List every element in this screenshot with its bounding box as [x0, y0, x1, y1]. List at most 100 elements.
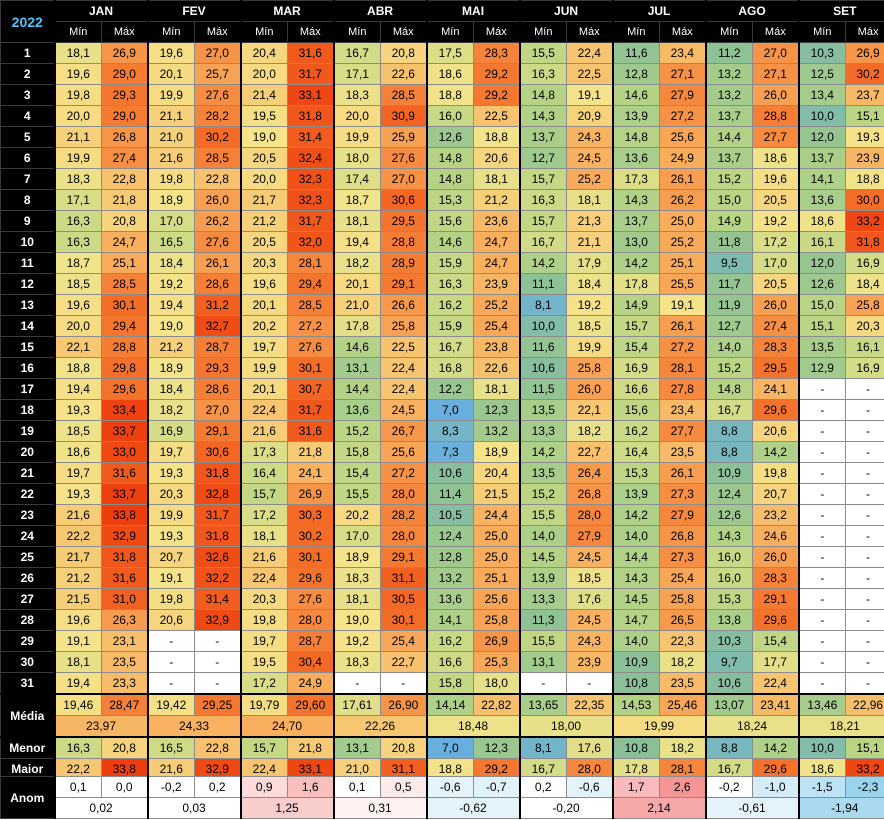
min-temp-cell: 20,2	[332, 504, 382, 526]
anom-cell: 0,1	[53, 776, 102, 798]
max-temp-cell: 18,4	[566, 273, 614, 295]
min-temp-cell: 11,1	[518, 273, 568, 295]
max-temp-cell: 33,0	[100, 441, 149, 463]
max-temp-cell: 32,2	[194, 567, 242, 589]
max-header: Máx	[752, 21, 800, 43]
max-temp-cell: 25,8	[380, 315, 428, 337]
day-row: 16 18,8 29,8 18,9 29,3 19,9 30,1 13,1 22,4 16,8 22…	[0, 357, 884, 379]
max-temp-cell: 14,2	[752, 441, 800, 463]
min-temp-cell: 16,2	[611, 420, 661, 442]
max-temp-cell: 24,9	[659, 147, 707, 169]
min-header: Mín	[611, 21, 661, 43]
max-temp-cell: 31,1	[380, 567, 428, 589]
max-temp-cell: 31,6	[287, 420, 335, 442]
max-temp-cell: 22,7	[380, 651, 428, 673]
max-temp-cell: 30,1	[100, 294, 149, 316]
max-temp-cell: 19,1	[659, 294, 707, 316]
month-header-ago: AGO	[704, 0, 800, 22]
max-temp-cell: 20,7	[752, 483, 800, 505]
max-temp-cell: 30,1	[287, 357, 335, 379]
min-header: Mín	[146, 21, 196, 43]
min-temp-cell: 18,5	[53, 420, 102, 442]
min-temp-cell: -	[518, 672, 568, 695]
max-temp-cell: 24,7	[473, 252, 521, 274]
min-temp-cell: 13,3	[518, 588, 568, 610]
max-temp-cell: 22,6	[473, 357, 521, 379]
min-temp-cell: 19,3	[53, 399, 102, 421]
max-temp-cell: 18,6	[752, 147, 800, 169]
min-temp-cell: 20,5	[239, 231, 289, 253]
max-temp-cell: 28,5	[380, 84, 428, 106]
min-temp-cell: 13,7	[611, 210, 661, 232]
min-temp-cell: 12,9	[797, 357, 847, 379]
min-temp-cell: -	[797, 399, 847, 421]
min-temp-cell: 19,7	[239, 336, 289, 358]
max-temp-cell: -	[845, 420, 884, 442]
media-avg-cell: 18,21	[797, 715, 884, 738]
day-number: 4	[0, 105, 55, 127]
min-temp-cell: 15,5	[518, 630, 568, 652]
max-temp-cell: 21,8	[100, 189, 149, 211]
max-temp-cell: 27,7	[752, 126, 800, 148]
max-temp-cell: 28,0	[380, 483, 428, 505]
max-temp-cell: -	[194, 651, 242, 673]
max-header: Máx	[380, 21, 428, 43]
min-temp-cell: -	[797, 546, 847, 568]
min-temp-cell: 13,1	[332, 357, 382, 379]
min-temp-cell: 19,6	[239, 273, 289, 295]
min-temp-cell: -	[146, 651, 196, 673]
max-temp-cell: 28,5	[100, 273, 149, 295]
day-number: 20	[0, 441, 55, 463]
max-temp-cell: 27,3	[659, 546, 707, 568]
max-temp-cell: -	[845, 672, 884, 695]
min-temp-cell: 8,8	[704, 420, 754, 442]
day-row: 29 19,1 23,1- -19,7 28,7 19,2 25,4 16,2 26,9 15,5…	[0, 630, 884, 652]
max-temp-cell: 24,5	[566, 147, 614, 169]
min-temp-cell: 14,9	[704, 210, 754, 232]
media-min-cell: 19,46	[53, 693, 102, 716]
max-temp-cell: 22,4	[752, 672, 800, 695]
min-temp-cell: 14,2	[518, 441, 568, 463]
media-max-cell: 22,35	[566, 693, 614, 716]
min-temp-cell: 14,5	[611, 588, 661, 610]
min-temp-cell: 16,0	[704, 567, 754, 589]
day-row: 18 19,3 33,4 18,2 27,0 22,4 31,7 13,6 24,5 7,0 12,…	[0, 399, 884, 421]
day-number: 21	[0, 462, 55, 484]
maior-cell: 18,8	[425, 758, 475, 780]
min-temp-cell: 20,1	[332, 273, 382, 295]
max-header: Máx	[194, 21, 242, 43]
day-row: 7 18,3 22,8 19,8 22,8 20,0 32,3 17,4 27,0 14,8 18,…	[0, 168, 884, 190]
max-temp-cell: 26,0	[752, 294, 800, 316]
min-temp-cell: 17,0	[332, 525, 382, 547]
min-temp-cell: 13,2	[704, 63, 754, 85]
min-temp-cell: 18,5	[53, 273, 102, 295]
min-temp-cell: 20,1	[239, 378, 289, 400]
min-temp-cell: 10,3	[704, 630, 754, 652]
min-temp-cell: 12,6	[797, 273, 847, 295]
maior-cell: 33,2	[845, 758, 884, 780]
max-temp-cell: 24,6	[752, 525, 800, 547]
min-temp-cell: 19,9	[332, 126, 382, 148]
max-temp-cell: 29,1	[752, 588, 800, 610]
maior-cell: 29,6	[752, 758, 800, 780]
menor-cell: 15,7	[239, 736, 289, 759]
media-avg-cell: 19,99	[611, 715, 707, 738]
min-temp-cell: 21,0	[146, 126, 196, 148]
min-temp-cell: 11,5	[518, 378, 568, 400]
min-temp-cell: 15,3	[611, 462, 661, 484]
day-row: 5 21,1 26,8 21,0 30,2 19,0 31,4 19,9 25,9 12,6 18,…	[0, 126, 884, 148]
day-number: 31	[0, 672, 55, 695]
max-temp-cell: -	[845, 525, 884, 547]
day-row: 21 19,7 31,6 19,3 31,8 16,4 24,1 15,4 27,2 10,6 20…	[0, 462, 884, 484]
max-temp-cell: 21,3	[566, 210, 614, 232]
min-temp-cell: 15,3	[704, 588, 754, 610]
max-temp-cell: 31,8	[194, 525, 242, 547]
max-temp-cell: 24,7	[100, 231, 149, 253]
max-temp-cell: 28,0	[380, 525, 428, 547]
min-temp-cell: 19,9	[239, 357, 289, 379]
max-temp-cell: 31,2	[194, 294, 242, 316]
min-temp-cell: 14,9	[611, 294, 661, 316]
min-temp-cell: -	[797, 504, 847, 526]
max-temp-cell: 20,3	[845, 315, 884, 337]
min-temp-cell: 15,5	[332, 483, 382, 505]
